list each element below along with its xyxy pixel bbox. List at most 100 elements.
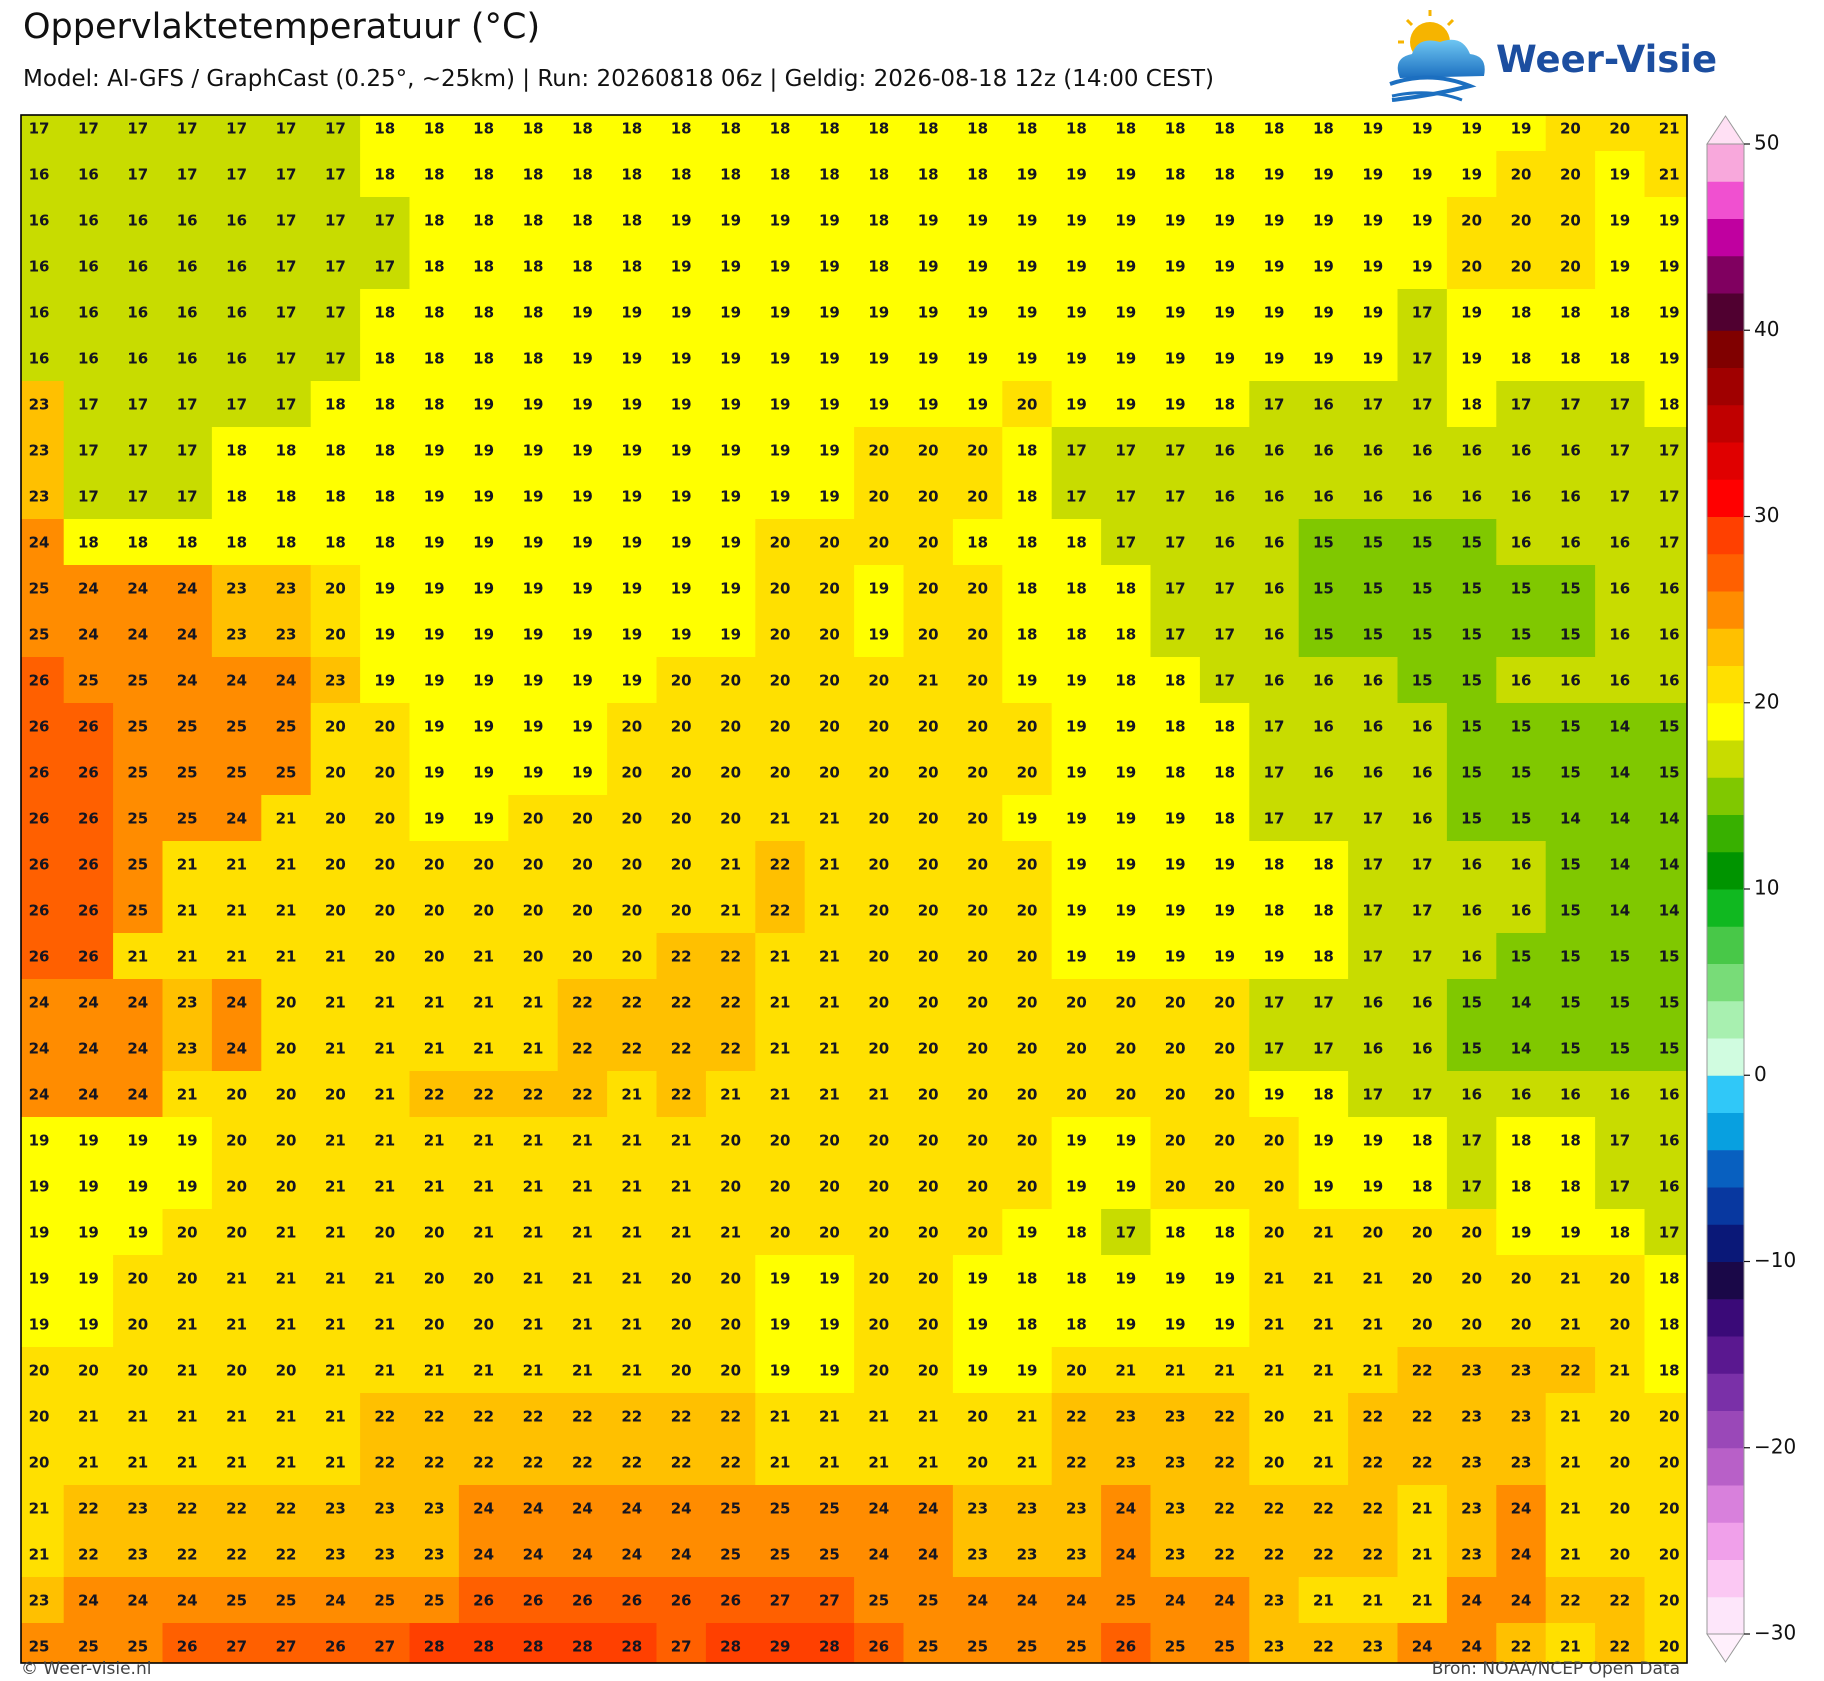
temperature-cell bbox=[458, 979, 509, 1026]
temperature-cell bbox=[211, 933, 262, 980]
temperature-cell bbox=[854, 795, 905, 842]
temperature-cell bbox=[1249, 795, 1300, 842]
temperature-label: 20 bbox=[1165, 1040, 1186, 1058]
temperature-cell bbox=[508, 243, 559, 290]
temperature-cell bbox=[1348, 1347, 1399, 1394]
temperature-cell bbox=[162, 519, 213, 566]
temperature-cell bbox=[1397, 289, 1448, 336]
temperature-label: 22 bbox=[720, 1408, 741, 1426]
temperature-label: 24 bbox=[1461, 1592, 1482, 1610]
temperature-label: 19 bbox=[1115, 856, 1136, 874]
colorbar-band bbox=[1707, 963, 1744, 1002]
temperature-cell bbox=[21, 979, 65, 1026]
temperature-cell bbox=[261, 197, 312, 244]
temperature-cell bbox=[409, 1301, 460, 1348]
temperature-label: 20 bbox=[1609, 1270, 1630, 1288]
temperature-cell bbox=[1496, 657, 1547, 704]
temperature-label: 20 bbox=[967, 672, 988, 690]
temperature-cell bbox=[854, 1117, 905, 1164]
temperature-label: 18 bbox=[1165, 120, 1186, 138]
temperature-label: 19 bbox=[1165, 856, 1186, 874]
temperature-label: 19 bbox=[671, 350, 692, 368]
temperature-cell bbox=[458, 565, 509, 612]
temperature-cell bbox=[607, 335, 658, 382]
colorbar-band bbox=[1707, 740, 1744, 778]
temperature-label: 20 bbox=[1511, 258, 1532, 276]
temperature-label: 19 bbox=[1115, 1132, 1136, 1150]
temperature-label: 21 bbox=[572, 1178, 593, 1196]
temperature-label: 16 bbox=[1511, 442, 1532, 460]
temperature-label: 18 bbox=[374, 488, 395, 506]
temperature-cell bbox=[1101, 197, 1152, 244]
temperature-label: 18 bbox=[424, 166, 445, 184]
temperature-label: 17 bbox=[1165, 488, 1186, 506]
temperature-label: 23 bbox=[1165, 1454, 1186, 1472]
temperature-label: 19 bbox=[78, 1178, 99, 1196]
temperature-cell bbox=[1348, 1163, 1399, 1210]
temperature-cell bbox=[1150, 473, 1201, 520]
temperature-label: 20 bbox=[127, 1362, 148, 1380]
temperature-cell bbox=[854, 427, 905, 474]
temperature-label: 19 bbox=[770, 350, 791, 368]
temperature-label: 21 bbox=[177, 856, 198, 874]
temperature-label: 22 bbox=[1214, 1546, 1235, 1564]
temperature-cell bbox=[1545, 1163, 1596, 1210]
temperature-label: 16 bbox=[1412, 994, 1433, 1012]
temperature-cell bbox=[63, 335, 114, 382]
temperature-cell bbox=[211, 1071, 262, 1118]
temperature-label: 19 bbox=[374, 672, 395, 690]
temperature-label: 28 bbox=[819, 1638, 840, 1656]
temperature-label: 19 bbox=[1461, 120, 1482, 138]
temperature-cell bbox=[804, 243, 855, 290]
temperature-label: 20 bbox=[868, 856, 889, 874]
temperature-label: 19 bbox=[1017, 212, 1038, 230]
temperature-label: 17 bbox=[1412, 304, 1433, 322]
temperature-label: 20 bbox=[473, 1316, 494, 1334]
temperature-label: 19 bbox=[1066, 304, 1087, 322]
temperature-cell bbox=[1446, 427, 1497, 474]
temperature-cell bbox=[1595, 933, 1646, 980]
temperature-cell bbox=[607, 1163, 658, 1210]
temperature-label: 18 bbox=[1165, 1224, 1186, 1242]
temperature-cell bbox=[310, 1071, 361, 1118]
temperature-label: 21 bbox=[325, 994, 346, 1012]
temperature-cell bbox=[1199, 115, 1250, 152]
temperature-label: 25 bbox=[374, 1592, 395, 1610]
temperature-cell bbox=[1199, 1117, 1250, 1164]
temperature-label: 20 bbox=[1560, 212, 1581, 230]
temperature-cell bbox=[952, 243, 1003, 290]
temperature-label: 20 bbox=[226, 1178, 247, 1196]
temperature-label: 21 bbox=[523, 1178, 544, 1196]
temperature-cell bbox=[1051, 933, 1102, 980]
temperature-label: 20 bbox=[671, 810, 692, 828]
temperature-label: 19 bbox=[770, 396, 791, 414]
temperature-label: 21 bbox=[621, 1270, 642, 1288]
temperature-cell bbox=[1545, 1117, 1596, 1164]
temperature-label: 18 bbox=[1066, 1270, 1087, 1288]
temperature-cell bbox=[508, 1025, 559, 1072]
temperature-label: 20 bbox=[1066, 1362, 1087, 1380]
temperature-cell bbox=[854, 1025, 905, 1072]
temperature-label: 20 bbox=[1609, 1316, 1630, 1334]
temperature-cell bbox=[952, 1301, 1003, 1348]
temperature-label: 20 bbox=[473, 856, 494, 874]
colorbar-band bbox=[1707, 926, 1744, 964]
temperature-cell bbox=[656, 1255, 707, 1302]
temperature-cell bbox=[1545, 1071, 1596, 1118]
temperature-label: 25 bbox=[276, 718, 297, 736]
temperature-label: 24 bbox=[78, 1040, 99, 1058]
temperature-label: 18 bbox=[177, 534, 198, 552]
temperature-label: 19 bbox=[473, 534, 494, 552]
colorbar-band bbox=[1707, 144, 1744, 182]
temperature-cell bbox=[903, 749, 954, 796]
temperature-cell bbox=[1298, 657, 1349, 704]
temperature-label: 24 bbox=[473, 1500, 494, 1518]
temperature-cell bbox=[1199, 381, 1250, 428]
temperature-cell bbox=[1446, 197, 1497, 244]
temperature-label: 19 bbox=[819, 212, 840, 230]
temperature-label: 19 bbox=[523, 764, 544, 782]
temperature-label: 21 bbox=[572, 1362, 593, 1380]
temperature-label: 19 bbox=[967, 304, 988, 322]
temperature-label: 19 bbox=[1066, 902, 1087, 920]
temperature-label: 19 bbox=[127, 1132, 148, 1150]
